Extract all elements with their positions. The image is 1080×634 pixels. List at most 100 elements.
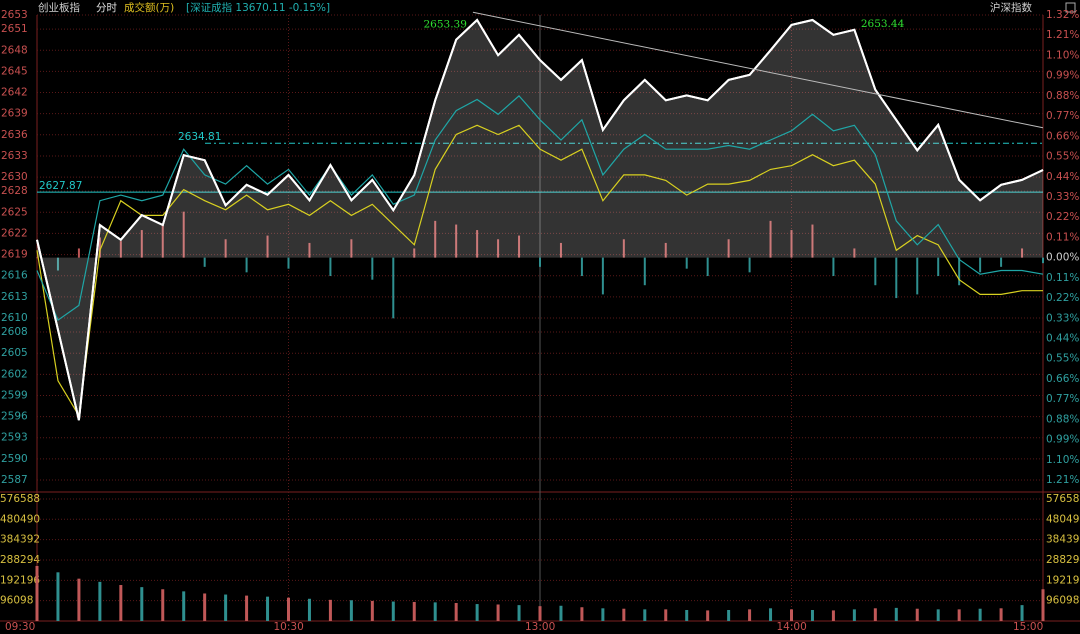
x-tick-label: 13:00 xyxy=(525,621,555,633)
volume-bar xyxy=(936,609,940,621)
y2-tick-label: 1.32% xyxy=(1046,9,1079,21)
volume-bar xyxy=(349,600,353,621)
volume-bar xyxy=(810,609,814,621)
y-tick-label: 2596 xyxy=(1,411,28,423)
volume-tick-label-right: 480490 xyxy=(1046,513,1080,525)
volume-bar xyxy=(328,599,332,621)
flow-bar xyxy=(266,235,269,258)
flow-bar xyxy=(559,242,562,258)
flow-bar xyxy=(580,257,583,277)
header-right: 沪深指数 xyxy=(990,1,1032,14)
y2-tick-label: 0.33% xyxy=(1046,191,1079,203)
flow-bar xyxy=(203,257,206,267)
x-tick-label: 10:30 xyxy=(274,621,304,633)
flow-bar xyxy=(455,224,458,258)
flow-bar xyxy=(622,239,625,258)
volume-bar xyxy=(454,603,458,621)
flow-bar xyxy=(308,242,311,258)
y-tick-label: 2610 xyxy=(1,312,28,324)
y2-tick-label: 0.66% xyxy=(1046,130,1079,142)
volume-bar xyxy=(622,608,626,621)
x-tick-label: 09:30 xyxy=(5,621,35,633)
volume-bar xyxy=(245,595,249,621)
y-tick-label: 2645 xyxy=(1,65,28,77)
y2-tick-label: 0.44% xyxy=(1046,333,1079,345)
volume-bar xyxy=(203,593,207,621)
volume-bar xyxy=(831,610,835,621)
flow-bar xyxy=(287,257,290,269)
header-mode: 分时 xyxy=(96,2,117,14)
reference-label: 2634.81 xyxy=(178,131,221,143)
volume-bar xyxy=(56,572,60,621)
volume-bar xyxy=(706,610,710,621)
volume-bar xyxy=(307,598,311,621)
volume-bar xyxy=(77,578,81,621)
volume-bar xyxy=(433,602,437,621)
volume-tick-label: 384392 xyxy=(0,534,40,546)
volume-bar xyxy=(119,585,123,621)
volume-tick-label-right: 192196 xyxy=(1046,574,1080,586)
volume-bar xyxy=(475,604,479,621)
volume-bar xyxy=(643,609,647,621)
volume-tick-label-right: 288294 xyxy=(1046,554,1080,566)
y2-tick-label: 0.00% xyxy=(1046,252,1079,264)
y2-tick-label: 0.88% xyxy=(1046,413,1079,425)
volume-bar xyxy=(287,597,290,621)
y2-tick-label: 0.33% xyxy=(1046,312,1079,324)
volume-bar xyxy=(266,596,270,621)
flow-bar xyxy=(36,257,38,259)
volume-bar xyxy=(161,589,165,621)
y-tick-label: 2613 xyxy=(1,291,28,303)
flow-bar xyxy=(895,257,898,299)
y2-tick-label: 0.44% xyxy=(1046,171,1079,183)
series-line xyxy=(36,124,1043,418)
y2-tick-label: 0.77% xyxy=(1046,393,1079,405)
y-tick-label: 2639 xyxy=(1,108,28,120)
header-icon[interactable] xyxy=(1065,2,1076,13)
series-line xyxy=(36,95,1044,322)
peak-label: 2653.44 xyxy=(861,18,905,30)
y-tick-label: 2636 xyxy=(1,129,28,141)
volume-bar xyxy=(748,609,752,621)
y2-tick-label: 0.22% xyxy=(1046,292,1079,304)
y2-tick-label: 0.99% xyxy=(1046,70,1079,82)
series-line xyxy=(36,18,1044,421)
y-tick-label: 2587 xyxy=(1,474,28,486)
flow-bar xyxy=(77,248,80,258)
trendline xyxy=(472,11,1044,129)
flow-bar xyxy=(119,241,122,258)
volume-bar xyxy=(852,609,856,621)
volume-bar xyxy=(517,605,521,621)
volume-bar xyxy=(140,587,144,621)
y-tick-label: 2633 xyxy=(1,150,28,162)
y2-tick-label: 0.55% xyxy=(1046,353,1079,365)
y2-tick-label: 0.22% xyxy=(1046,211,1079,223)
y-tick-label: 2608 xyxy=(1,326,28,338)
flow-bar xyxy=(434,220,437,258)
flow-bar xyxy=(937,257,940,277)
y-tick-label: 2630 xyxy=(1,171,28,183)
flow-bar xyxy=(224,239,227,258)
flow-bar xyxy=(958,257,961,286)
x-tick-label: 15:00 xyxy=(1013,621,1043,633)
x-tick-label: 14:00 xyxy=(777,621,807,633)
y-tick-label: 2651 xyxy=(1,23,28,35)
volume-bar xyxy=(559,605,563,621)
volume-bar xyxy=(999,608,1003,621)
flow-bar xyxy=(1000,257,1003,267)
volume-tick-label-right: 576588 xyxy=(1046,493,1080,505)
y2-tick-label: 0.99% xyxy=(1046,434,1079,446)
flow-bar xyxy=(161,224,164,258)
flow-bar xyxy=(979,257,982,273)
flow-bar xyxy=(685,257,688,269)
flow-bar xyxy=(853,248,856,258)
y2-tick-label: 1.21% xyxy=(1046,474,1079,486)
header-title: 创业板指 xyxy=(38,1,80,14)
y2-tick-label: 0.55% xyxy=(1046,151,1079,163)
volume-tick-label: 96098 xyxy=(0,595,33,607)
volume-bar xyxy=(580,607,584,621)
flow-bar xyxy=(56,257,59,271)
header-quote: [深证成指 13670.11 -0.15%] xyxy=(186,1,330,14)
volume-tick-label: 288294 xyxy=(0,554,40,566)
